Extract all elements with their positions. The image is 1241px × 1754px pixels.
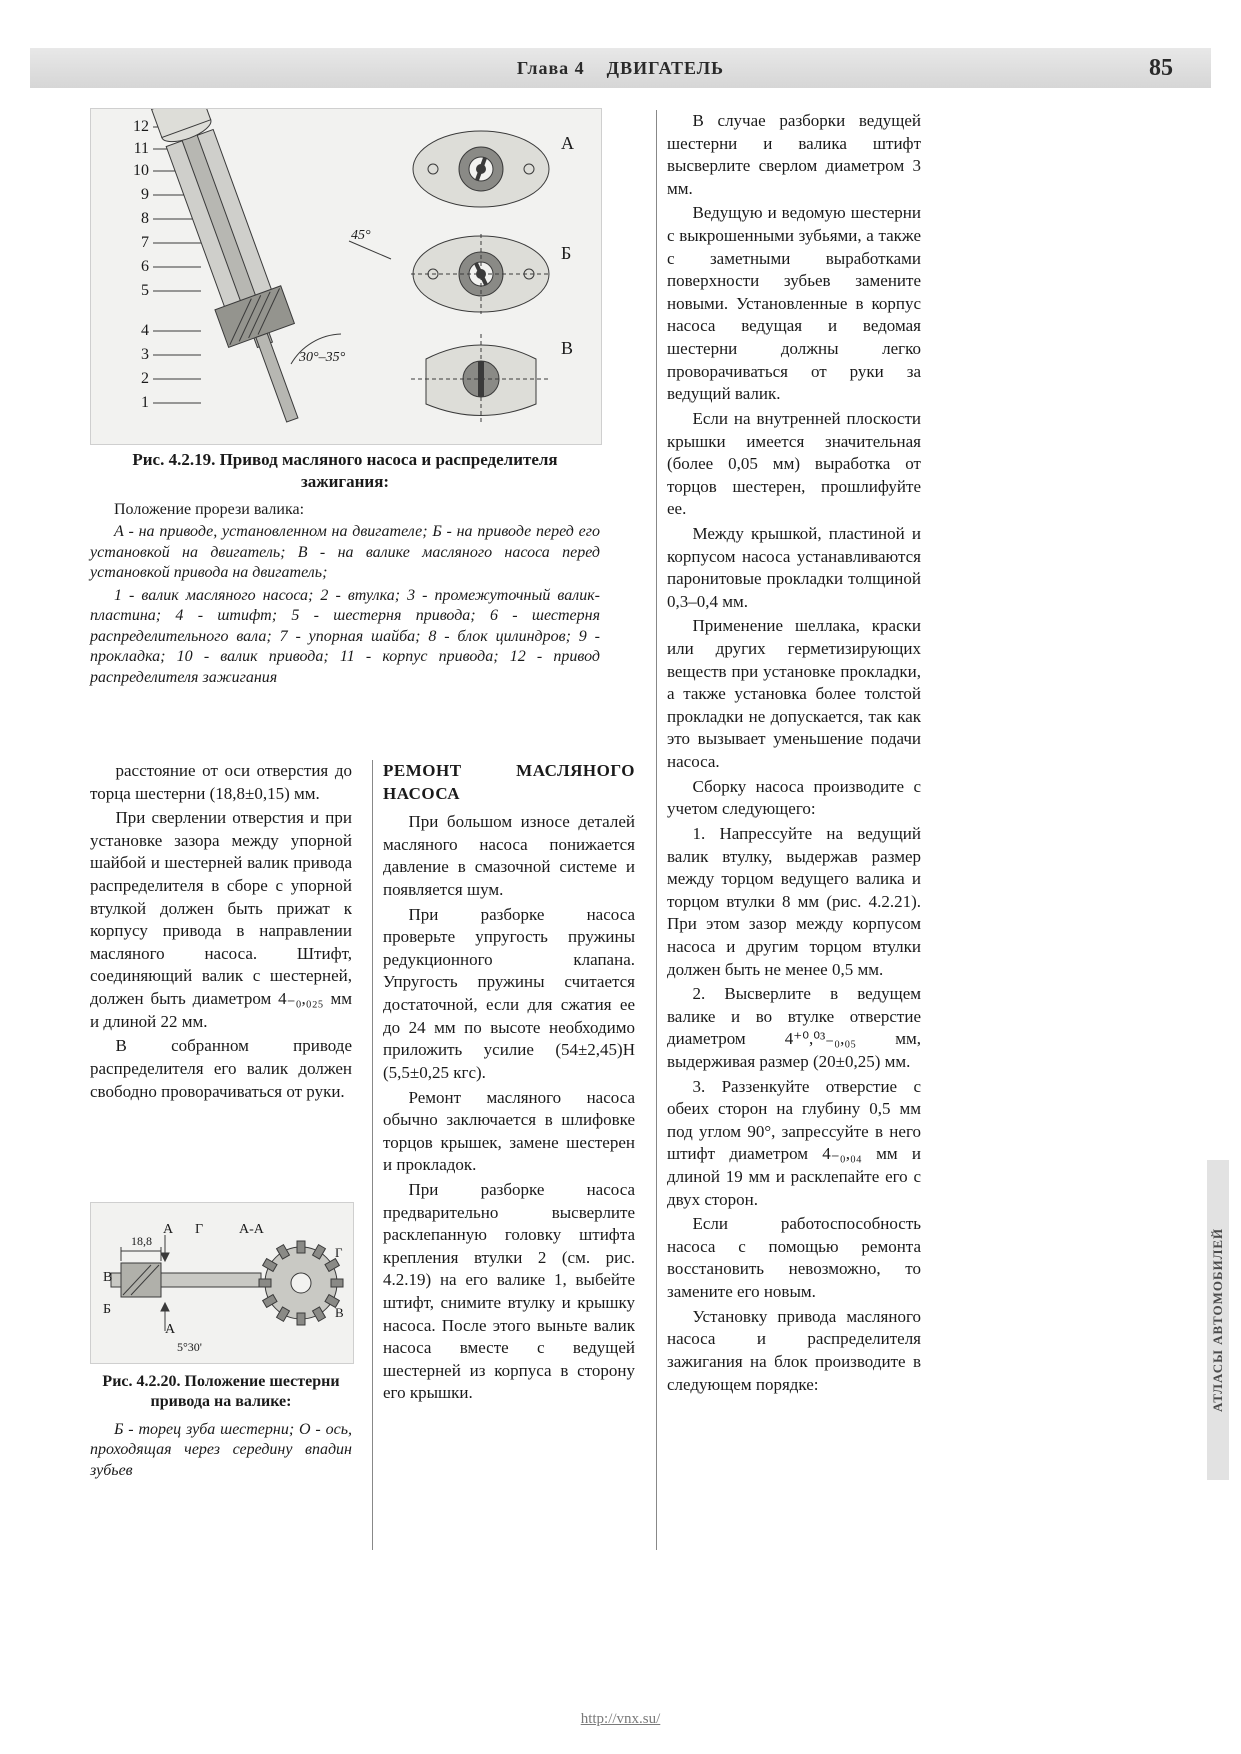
fig1-notes-intro: Положение прорези валика:: [90, 500, 600, 520]
svg-text:9: 9: [141, 186, 149, 203]
figure-4-2-19-caption: Рис. 4.2.19. Привод масляного насоса и р…: [90, 450, 600, 470]
svg-text:2: 2: [141, 370, 149, 387]
fig1-notes-positions: А - на приводе, установленном на двигате…: [90, 522, 600, 583]
svg-text:7: 7: [141, 234, 149, 251]
svg-text:А: А: [561, 133, 574, 153]
column-middle: РЕМОНТ МАСЛЯНОГО НАСОСА При большом изно…: [372, 760, 635, 1550]
right-p4: Между крышкой, пластиной и корпусом насо…: [667, 523, 921, 613]
page-number: 85: [1149, 48, 1173, 88]
figure-4-2-19-notes: Положение прорези валика: А - на приводе…: [90, 500, 600, 690]
svg-text:В: В: [103, 1270, 112, 1285]
svg-text:4: 4: [141, 322, 149, 339]
header-text: ДВИГАТЕЛЬ: [607, 58, 724, 78]
svg-text:Г: Г: [195, 1222, 203, 1237]
right-p7: 1. Напрессуйте на ведущий валик втулку, …: [667, 823, 921, 981]
side-series-label: АТЛАСЫ АВТОМОБИЛЕЙ: [1207, 1160, 1229, 1480]
svg-text:Г: Г: [335, 1245, 343, 1260]
mid-p3: Ремонт масляного насоса обычно заключает…: [383, 1087, 635, 1177]
svg-text:А: А: [163, 1222, 174, 1237]
figure-4-2-20-notes: Б - торец зуба шестерни; О - ось, проход…: [90, 1420, 352, 1481]
svg-text:А: А: [165, 1322, 176, 1337]
svg-text:12: 12: [133, 118, 149, 135]
right-p9: 3. Раззенкуйте отверстие с обеих сторон …: [667, 1076, 921, 1212]
header-title: Глава 4 ДВИГАТЕЛЬ: [517, 58, 724, 79]
figure-4-2-19-caption-2: зажигания:: [90, 472, 600, 492]
svg-text:11: 11: [134, 140, 149, 157]
right-p3: Если на внутренней плоскости крышки имее…: [667, 408, 921, 521]
svg-text:3: 3: [141, 346, 149, 363]
right-p2: Ведущую и ведомую шестерни с выкрошенным…: [667, 202, 921, 405]
mid-p2: При разборке насоса проверьте упругость …: [383, 904, 635, 1085]
svg-text:5: 5: [141, 282, 149, 299]
column-right: В случае разборки ведущей шестерни и вал…: [656, 110, 921, 1550]
svg-text:18,8: 18,8: [131, 1234, 152, 1248]
right-p11: Установку привода масляного насоса и рас…: [667, 1306, 921, 1396]
right-p6: Сборку насоса производите с учетом следу…: [667, 776, 921, 821]
svg-text:Б: Б: [103, 1302, 111, 1317]
fig1-notes-parts: 1 - валик масляного насоса; 2 - втулка; …: [90, 586, 600, 688]
svg-text:А-А: А-А: [239, 1222, 265, 1237]
right-p10: Если работоспособность насоса с помощью …: [667, 1213, 921, 1303]
figure-4-2-19: 12 11 10 9 8 7 6 5 4 3 2 1: [90, 108, 602, 445]
right-p1: В случае разборки ведущей шестерни и вал…: [667, 110, 921, 200]
svg-text:6: 6: [141, 258, 149, 275]
left-p2: При сверлении отверстия и при установке …: [90, 807, 352, 1033]
svg-text:1: 1: [141, 394, 149, 411]
svg-text:Б: Б: [561, 243, 571, 263]
figure-4-2-19-svg: 12 11 10 9 8 7 6 5 4 3 2 1: [91, 109, 601, 444]
mid-heading: РЕМОНТ МАСЛЯНОГО НАСОСА: [383, 760, 635, 805]
left-p3: В собранном приводе распределителя его в…: [90, 1035, 352, 1103]
fig2-notes-text: Б - торец зуба шестерни; О - ось, проход…: [90, 1420, 352, 1481]
right-p5: Применение шеллака, краски или других ге…: [667, 615, 921, 773]
svg-text:В: В: [335, 1305, 344, 1320]
svg-text:30°–35°: 30°–35°: [298, 350, 346, 365]
svg-text:В: В: [561, 338, 573, 358]
figure-4-2-20-svg: 18,8 А Г А-А В Б А 5°30': [91, 1203, 353, 1363]
svg-text:45°: 45°: [351, 228, 371, 243]
right-p8: 2. Высверлите в ведущем валике и во втул…: [667, 983, 921, 1073]
page-header-band: Глава 4 ДВИГАТЕЛЬ 85: [30, 48, 1211, 88]
page: Глава 4 ДВИГАТЕЛЬ 85 АТЛАСЫ АВТОМОБИЛЕЙ: [0, 0, 1241, 1754]
figure-4-2-20-caption: Рис. 4.2.20. Положение шестерни привода …: [90, 1372, 352, 1412]
chapter-label: Глава 4: [517, 58, 585, 78]
left-p1: расстояние от оси отверстия до торца шес…: [90, 760, 352, 805]
svg-text:5°30': 5°30': [177, 1340, 202, 1354]
mid-p4: При разборке насоса предварительно высве…: [383, 1179, 635, 1405]
mid-p1: При большом износе деталей масляного нас…: [383, 811, 635, 901]
footer-source-link[interactable]: http://vnx.su/: [581, 1711, 661, 1728]
svg-text:8: 8: [141, 210, 149, 227]
svg-text:10: 10: [133, 162, 149, 179]
column-left: расстояние от оси отверстия до торца шес…: [90, 760, 352, 1180]
figure-4-2-20: 18,8 А Г А-А В Б А 5°30': [90, 1202, 354, 1364]
